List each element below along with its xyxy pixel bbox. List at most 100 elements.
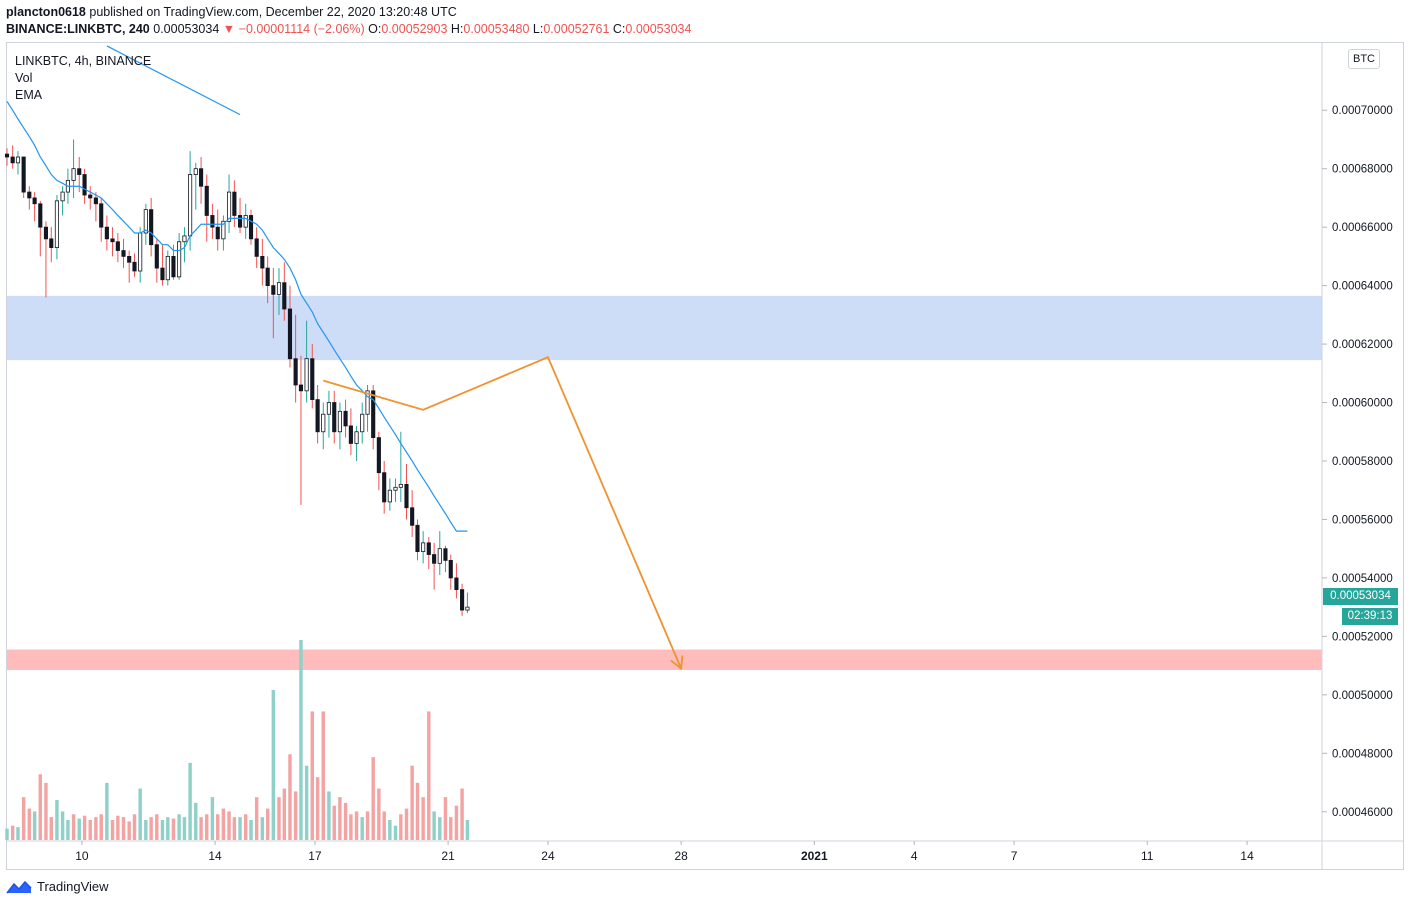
candle-body (443, 548, 448, 561)
time-tick-label: 7 (1011, 849, 1018, 863)
candle-body (454, 577, 459, 591)
volume-bar (249, 820, 253, 840)
projection-arrowhead (670, 655, 684, 671)
candle-body (54, 200, 60, 249)
candle-body (4, 153, 10, 158)
volume-bar (343, 802, 348, 840)
volume-bar (299, 640, 303, 840)
candle-body (110, 238, 115, 243)
volume-bar (332, 805, 336, 840)
candle-body (215, 226, 220, 240)
candle-body (276, 282, 282, 295)
volume-bar (55, 800, 59, 840)
time-tick-label: 14 (1240, 849, 1254, 863)
author-name[interactable]: plancton0618 (6, 5, 86, 19)
volume-bar (238, 817, 242, 840)
volume-bar (21, 797, 26, 840)
volume-bar (365, 811, 370, 840)
volume-bar (454, 805, 459, 840)
ohlc-header: BINANCE:LINKBTC, 240 0.00053034 ▼ −0.000… (6, 22, 691, 36)
volume-bar (232, 817, 237, 840)
high-label: H: (450, 22, 464, 36)
zones-layer (7, 295, 1322, 670)
candle-body (337, 410, 342, 433)
candle-body (415, 524, 420, 553)
price-tick-label: 0.00062000 (1332, 339, 1393, 351)
price-tick-label: 0.00060000 (1332, 398, 1393, 410)
volume-bar (77, 818, 81, 840)
candle-body (465, 606, 470, 611)
time-axis: 10 14 17 21 24 28 2021 4 7 11 14 (7, 840, 1403, 863)
tradingview-logo-icon (6, 880, 32, 893)
chart-legend: LINKBTC, 4h, BINANCE Vol EMA (15, 53, 151, 104)
candle-body (82, 174, 87, 196)
candle-body (404, 483, 409, 509)
volume-bar (160, 820, 165, 840)
volume-bar (260, 817, 265, 840)
candle-body (332, 402, 337, 433)
candle-body (121, 250, 126, 257)
candle-body (27, 191, 32, 199)
candle-body (199, 168, 204, 187)
candle-body (237, 215, 243, 228)
volume-bar (393, 825, 398, 840)
last-price: 0.00053034 (153, 22, 220, 36)
volume-bar (82, 815, 87, 840)
volume-bar (427, 711, 431, 840)
ema-layer (6, 45, 468, 532)
volume-bar (99, 814, 103, 840)
open-label: O: (368, 22, 382, 36)
time-tick-label: 14 (208, 849, 222, 863)
volume-bar (121, 817, 126, 840)
resistance-zone (7, 295, 1322, 361)
candle-body (127, 255, 132, 263)
volume-bar (421, 797, 425, 840)
volume-bar (465, 820, 470, 840)
candle-body (160, 267, 165, 281)
volume-bar (10, 825, 15, 840)
time-tick-label: 21 (441, 849, 455, 863)
volume-bar (16, 827, 20, 840)
candle-body (226, 191, 232, 222)
candle-body (149, 209, 154, 246)
volume-bar (144, 820, 148, 840)
candle-body (77, 168, 82, 175)
price-tick-label: 0.00070000 (1332, 105, 1393, 117)
close-label: C: (612, 22, 626, 36)
price-tick-label: 0.00066000 (1332, 222, 1393, 234)
volume-bar (354, 811, 359, 840)
candle-body (210, 215, 215, 228)
legend-symbol[interactable]: LINKBTC, 4h, BINANCE (15, 54, 152, 68)
candle-body (32, 197, 37, 205)
legend-ema[interactable]: EMA (15, 88, 43, 102)
candle-body (115, 241, 120, 251)
symbol-label: BINANCE:LINKBTC, 240 (6, 22, 150, 36)
volume-bar (460, 788, 464, 840)
volume-bar (5, 828, 9, 840)
volume-bar (182, 817, 187, 840)
currency-badge[interactable]: BTC (1348, 49, 1380, 69)
candle-body (354, 431, 359, 444)
candle-body (104, 226, 109, 240)
time-tick-label: 11 (1141, 849, 1154, 863)
volume-bar (443, 797, 448, 840)
legend-vol[interactable]: Vol (15, 71, 33, 85)
tradingview-footer[interactable]: TradingView (6, 879, 109, 894)
candle-body (15, 156, 21, 164)
candle-body (437, 548, 442, 564)
low-value: 0.00052761 (543, 22, 610, 36)
volume-bar (438, 817, 442, 840)
candle-body (71, 168, 76, 181)
candle-body (265, 267, 270, 287)
volume-layer (5, 640, 470, 840)
volume-bar (188, 762, 192, 840)
ema-line-fragment (106, 45, 241, 116)
price-tick-label: 0.00054000 (1332, 573, 1393, 585)
candle-body (171, 255, 176, 278)
volume-bar (449, 817, 453, 840)
candle-body (448, 559, 453, 579)
candle-body (310, 358, 315, 401)
candle-body (271, 285, 276, 295)
volume-bar (221, 808, 226, 840)
